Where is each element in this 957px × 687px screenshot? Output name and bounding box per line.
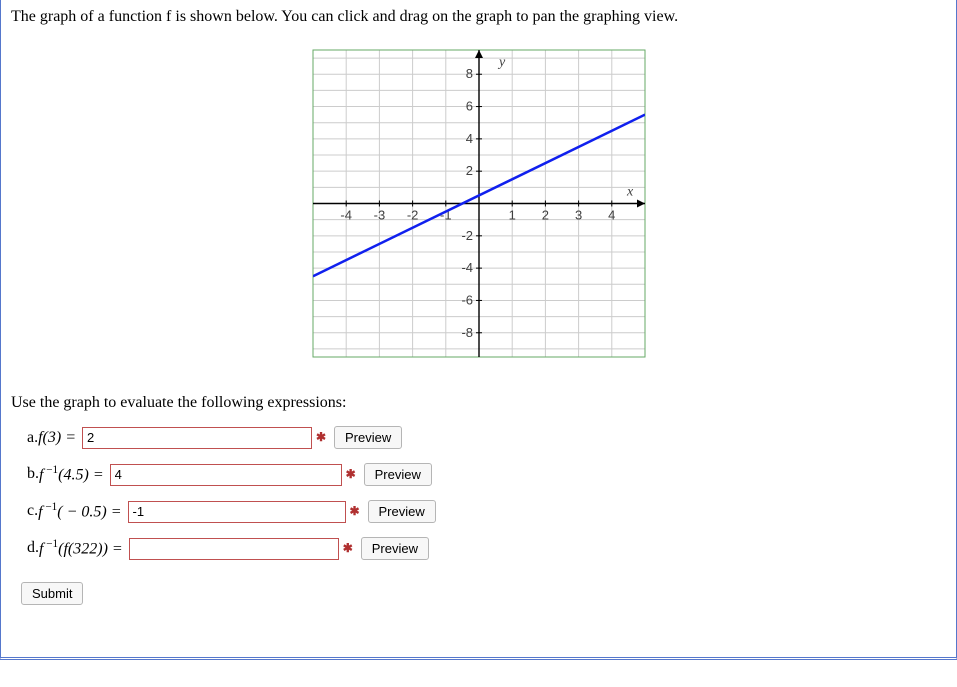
svg-text:-4: -4 <box>340 208 352 223</box>
qb-prefix: b. <box>27 465 39 483</box>
svg-text:2: 2 <box>465 163 472 178</box>
question-a-input[interactable] <box>82 427 312 449</box>
status-icon: ✱ <box>350 504 360 519</box>
qa-prefix: a. <box>27 429 38 447</box>
svg-text:-4: -4 <box>461 260 473 275</box>
graph-area[interactable]: -4-3-2-11234-8-6-4-22468xy <box>11 36 946 376</box>
svg-text:4: 4 <box>465 131 472 146</box>
prompt-top: The graph of a function f is shown below… <box>11 8 946 26</box>
prompt-mid-text: Use the graph to evaluate the following … <box>11 394 346 411</box>
question-b-input[interactable] <box>110 464 342 486</box>
question-c: c. f −1( − 0.5) = ✱ Preview <box>27 500 946 523</box>
qa-expr: f(3) = <box>38 429 80 447</box>
svg-text:2: 2 <box>541 208 548 223</box>
svg-text:y: y <box>497 55 506 70</box>
status-icon: ✱ <box>346 467 356 482</box>
svg-text:-2: -2 <box>461 228 473 243</box>
svg-text:4: 4 <box>608 208 615 223</box>
preview-button[interactable]: Preview <box>364 463 432 486</box>
svg-text:-2: -2 <box>406 208 418 223</box>
preview-button[interactable]: Preview <box>334 426 402 449</box>
qc-expr: f −1( − 0.5) = <box>38 501 125 521</box>
svg-text:-3: -3 <box>373 208 385 223</box>
submit-button[interactable]: Submit <box>21 582 83 605</box>
qd-prefix: d. <box>27 539 39 557</box>
question-c-input[interactable] <box>128 501 346 523</box>
svg-text:6: 6 <box>465 99 472 114</box>
function-graph[interactable]: -4-3-2-11234-8-6-4-22468xy <box>299 36 659 371</box>
status-icon: ✱ <box>316 430 326 445</box>
question-b-label: b. f −1(4.5) = <box>27 464 108 484</box>
svg-text:1: 1 <box>508 208 515 223</box>
qc-prefix: c. <box>27 502 38 520</box>
question-a: a. f(3) = ✱ Preview <box>27 426 946 449</box>
question-c-label: c. f −1( − 0.5) = <box>27 501 126 521</box>
prompt-top-text: The graph of a function f is shown below… <box>11 8 678 25</box>
svg-text:x: x <box>626 185 634 200</box>
prompt-mid: Use the graph to evaluate the following … <box>11 394 946 412</box>
status-icon: ✱ <box>343 541 353 556</box>
svg-text:8: 8 <box>465 66 472 81</box>
svg-text:3: 3 <box>574 208 581 223</box>
qb-expr: f −1(4.5) = <box>39 464 108 484</box>
qd-expr: f −1(f(322)) = <box>39 538 127 558</box>
question-b: b. f −1(4.5) = ✱ Preview <box>27 463 946 486</box>
question-d-label: d. f −1(f(322)) = <box>27 538 127 558</box>
question-list: a. f(3) = ✱ Preview b. f −1(4.5) = ✱ Pre… <box>27 426 946 560</box>
question-d: d. f −1(f(322)) = ✱ Preview <box>27 537 946 560</box>
submit-area: Submit <box>21 582 946 605</box>
svg-text:-6: -6 <box>461 292 473 307</box>
preview-button[interactable]: Preview <box>368 500 436 523</box>
preview-button[interactable]: Preview <box>361 537 429 560</box>
svg-text:-8: -8 <box>461 325 473 340</box>
question-d-input[interactable] <box>129 538 339 560</box>
question-a-label: a. f(3) = <box>27 429 80 447</box>
